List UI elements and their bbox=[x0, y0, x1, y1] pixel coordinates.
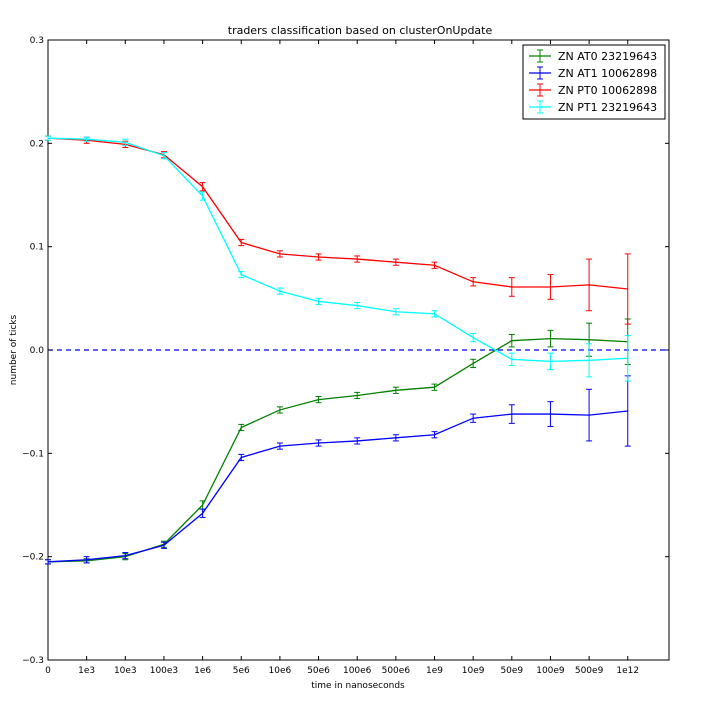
error-bar bbox=[45, 559, 51, 565]
error-bar bbox=[508, 334, 515, 348]
error-bar bbox=[122, 138, 129, 146]
y-tick-label: −0.3 bbox=[22, 656, 44, 666]
error-bar bbox=[624, 335, 631, 382]
error-bar bbox=[470, 358, 477, 369]
error-bar bbox=[354, 301, 361, 310]
x-tick-label: 50e9 bbox=[500, 666, 523, 676]
x-tick-label: 500e9 bbox=[575, 666, 604, 676]
x-axis-ticks: 0 1e3 10e3 100e3 1e6 5e6 10e6 50e6 100e6 500e6 1e9… bbox=[45, 40, 639, 676]
error-bar bbox=[83, 556, 90, 564]
error-bar bbox=[276, 442, 283, 450]
error-bar bbox=[315, 297, 322, 306]
error-bar bbox=[586, 258, 593, 312]
error-bar bbox=[83, 136, 90, 142]
y-tick-label: 0.0 bbox=[30, 346, 45, 356]
error-bar bbox=[547, 401, 554, 427]
error-bar bbox=[392, 258, 399, 266]
y-tick-label: −0.1 bbox=[22, 449, 44, 459]
error-bar bbox=[276, 287, 283, 295]
error-bar bbox=[354, 391, 361, 400]
error-bar bbox=[122, 552, 129, 560]
x-tick-label: 500e6 bbox=[382, 666, 411, 676]
error-bar bbox=[508, 352, 515, 366]
error-bar bbox=[470, 277, 477, 287]
series-line bbox=[47, 137, 628, 363]
x-tick-label: 0 bbox=[45, 666, 51, 676]
series-1 bbox=[45, 375, 631, 565]
x-tick-label: 10e3 bbox=[114, 666, 137, 676]
x-axis-label: time in nanoseconds bbox=[311, 681, 405, 691]
error-bar bbox=[547, 352, 554, 371]
x-tick-label: 10e9 bbox=[462, 666, 485, 676]
x-tick-label: 1e6 bbox=[194, 666, 211, 676]
series-layer bbox=[45, 135, 631, 565]
legend-item: ZN AT1 10062898 bbox=[529, 66, 657, 80]
error-bar bbox=[199, 182, 206, 192]
error-bar bbox=[431, 383, 438, 391]
series-3 bbox=[45, 135, 631, 382]
error-bar bbox=[431, 431, 438, 439]
error-bar bbox=[431, 261, 438, 269]
legend-item: ZN PT0 10062898 bbox=[529, 83, 657, 97]
error-bar bbox=[315, 253, 322, 261]
legend-label: ZN AT1 10062898 bbox=[558, 67, 657, 80]
error-bar bbox=[45, 135, 51, 141]
error-bar bbox=[586, 343, 593, 378]
y-axis-ticks: 0.3 0.2 0.1 0.0 −0.1 −0.2 −0.3 bbox=[22, 36, 669, 666]
error-bar bbox=[315, 439, 322, 447]
error-bar bbox=[238, 453, 245, 462]
error-bar bbox=[199, 508, 206, 518]
x-tick-label: 5e6 bbox=[233, 666, 250, 676]
chart-title: traders classification based on clusterO… bbox=[228, 24, 493, 37]
error-bar bbox=[470, 413, 477, 423]
error-bar bbox=[276, 406, 283, 414]
error-bar bbox=[470, 332, 477, 343]
y-tick-label: −0.2 bbox=[22, 553, 44, 563]
error-bar bbox=[624, 253, 631, 325]
error-bar bbox=[392, 308, 399, 316]
legend-label: ZN AT0 23219643 bbox=[558, 50, 657, 63]
legend: ZN AT0 23219643 ZN AT1 10062898 ZN PT0 100… bbox=[522, 44, 666, 120]
error-bar bbox=[508, 277, 515, 297]
x-tick-label: 1e3 bbox=[78, 666, 95, 676]
error-bar bbox=[354, 437, 361, 445]
x-tick-label: 1e12 bbox=[616, 666, 639, 676]
y-tick-label: 0.1 bbox=[30, 243, 44, 253]
error-bar bbox=[547, 274, 554, 300]
x-tick-label: 10e6 bbox=[269, 666, 292, 676]
y-tick-label: 0.3 bbox=[30, 36, 44, 46]
error-bar bbox=[392, 386, 399, 394]
error-bar bbox=[238, 238, 245, 247]
error-bar bbox=[160, 541, 167, 549]
x-tick-label: 100e9 bbox=[536, 666, 565, 676]
error-bar bbox=[547, 329, 554, 348]
x-tick-label: 1e9 bbox=[426, 666, 443, 676]
error-bar bbox=[238, 423, 245, 432]
error-bar bbox=[431, 310, 438, 318]
x-tick-label: 50e6 bbox=[307, 666, 330, 676]
error-bar bbox=[276, 250, 283, 258]
y-tick-label: 0.2 bbox=[30, 139, 44, 149]
error-bar bbox=[160, 152, 167, 160]
error-bar bbox=[199, 191, 206, 201]
series-line bbox=[47, 410, 628, 563]
legend-label: ZN PT1 23219643 bbox=[558, 101, 657, 114]
x-tick-label: 100e6 bbox=[343, 666, 372, 676]
legend-item: ZN AT0 23219643 bbox=[529, 49, 657, 63]
error-bar bbox=[508, 404, 515, 424]
legend-item: ZN PT1 23219643 bbox=[529, 100, 657, 114]
error-bar bbox=[392, 434, 399, 442]
y-axis-label: number of ticks bbox=[9, 314, 19, 385]
x-tick-label: 100e3 bbox=[150, 666, 178, 676]
error-bar bbox=[238, 270, 245, 279]
error-bar bbox=[586, 388, 593, 442]
legend-label: ZN PT0 10062898 bbox=[558, 84, 657, 97]
error-bar bbox=[354, 255, 361, 263]
error-bar bbox=[315, 396, 322, 404]
